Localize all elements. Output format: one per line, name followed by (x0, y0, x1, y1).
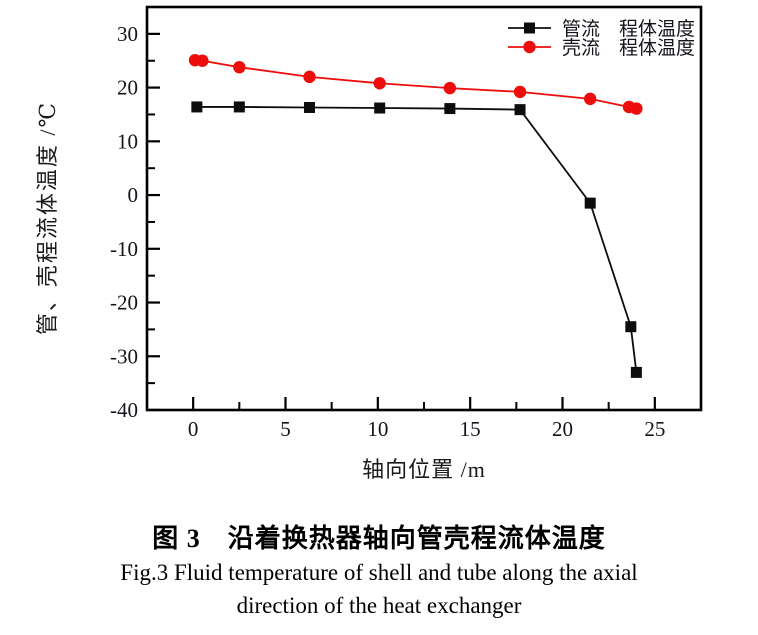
series-marker-tube (630, 366, 642, 378)
plot-border (145, 5, 703, 412)
series-marker-shell (373, 77, 386, 90)
legend-marker (524, 22, 535, 34)
x-axis-title: 轴向位置 /m (362, 457, 486, 482)
x-tick-label: 5 (280, 417, 291, 441)
series-marker-shell (196, 54, 209, 67)
legend-label: 壳流 程体温度 (562, 37, 695, 59)
figure-caption-chinese: 图 3 沿着换热器轴向管壳程流体温度 (152, 524, 606, 553)
series-marker-shell (513, 85, 527, 99)
series-line-shell (194, 59, 637, 110)
x-tick-label: 20 (552, 417, 573, 441)
y-tick-label: -10 (110, 237, 138, 261)
y-tick-label: -20 (110, 291, 138, 315)
series-marker-shell (630, 102, 643, 115)
y-tick-label: 20 (117, 76, 138, 100)
legend-label: 管流 程体温度 (562, 18, 695, 40)
y-tick-label: 30 (117, 22, 138, 46)
figure-caption-english-line2: direction of the heat exchanger (236, 593, 522, 618)
series-marker-shell (443, 81, 457, 95)
x-tick-label: 10 (367, 417, 388, 441)
series-marker-tube (304, 101, 316, 113)
series-marker-tube (374, 102, 386, 114)
y-tick-label: 0 (128, 183, 139, 207)
series-marker-shell (584, 92, 597, 106)
series-marker-shell (303, 70, 316, 84)
series-marker-tube (444, 103, 456, 115)
y-tick-label: -40 (110, 398, 138, 422)
y-axis-title-text: 管、壳程流体温度 /℃ (35, 100, 60, 336)
series-marker-tube (514, 104, 526, 116)
y-tick-label: 10 (117, 129, 138, 153)
x-tick-label: 0 (188, 417, 199, 441)
x-tick-label: 25 (644, 417, 665, 441)
series-marker-tube (584, 197, 596, 209)
legend-marker (523, 40, 536, 54)
series-marker-tube (191, 101, 203, 113)
series-line-tube (196, 106, 638, 373)
series-marker-shell (233, 60, 246, 74)
figure-caption-english-line1: Fig.3 Fluid temperature of shell and tub… (120, 560, 638, 585)
x-tick-label: 15 (460, 417, 481, 441)
series-marker-tube (233, 101, 245, 113)
series-marker-tube (625, 321, 637, 333)
y-tick-label: -30 (110, 344, 138, 368)
